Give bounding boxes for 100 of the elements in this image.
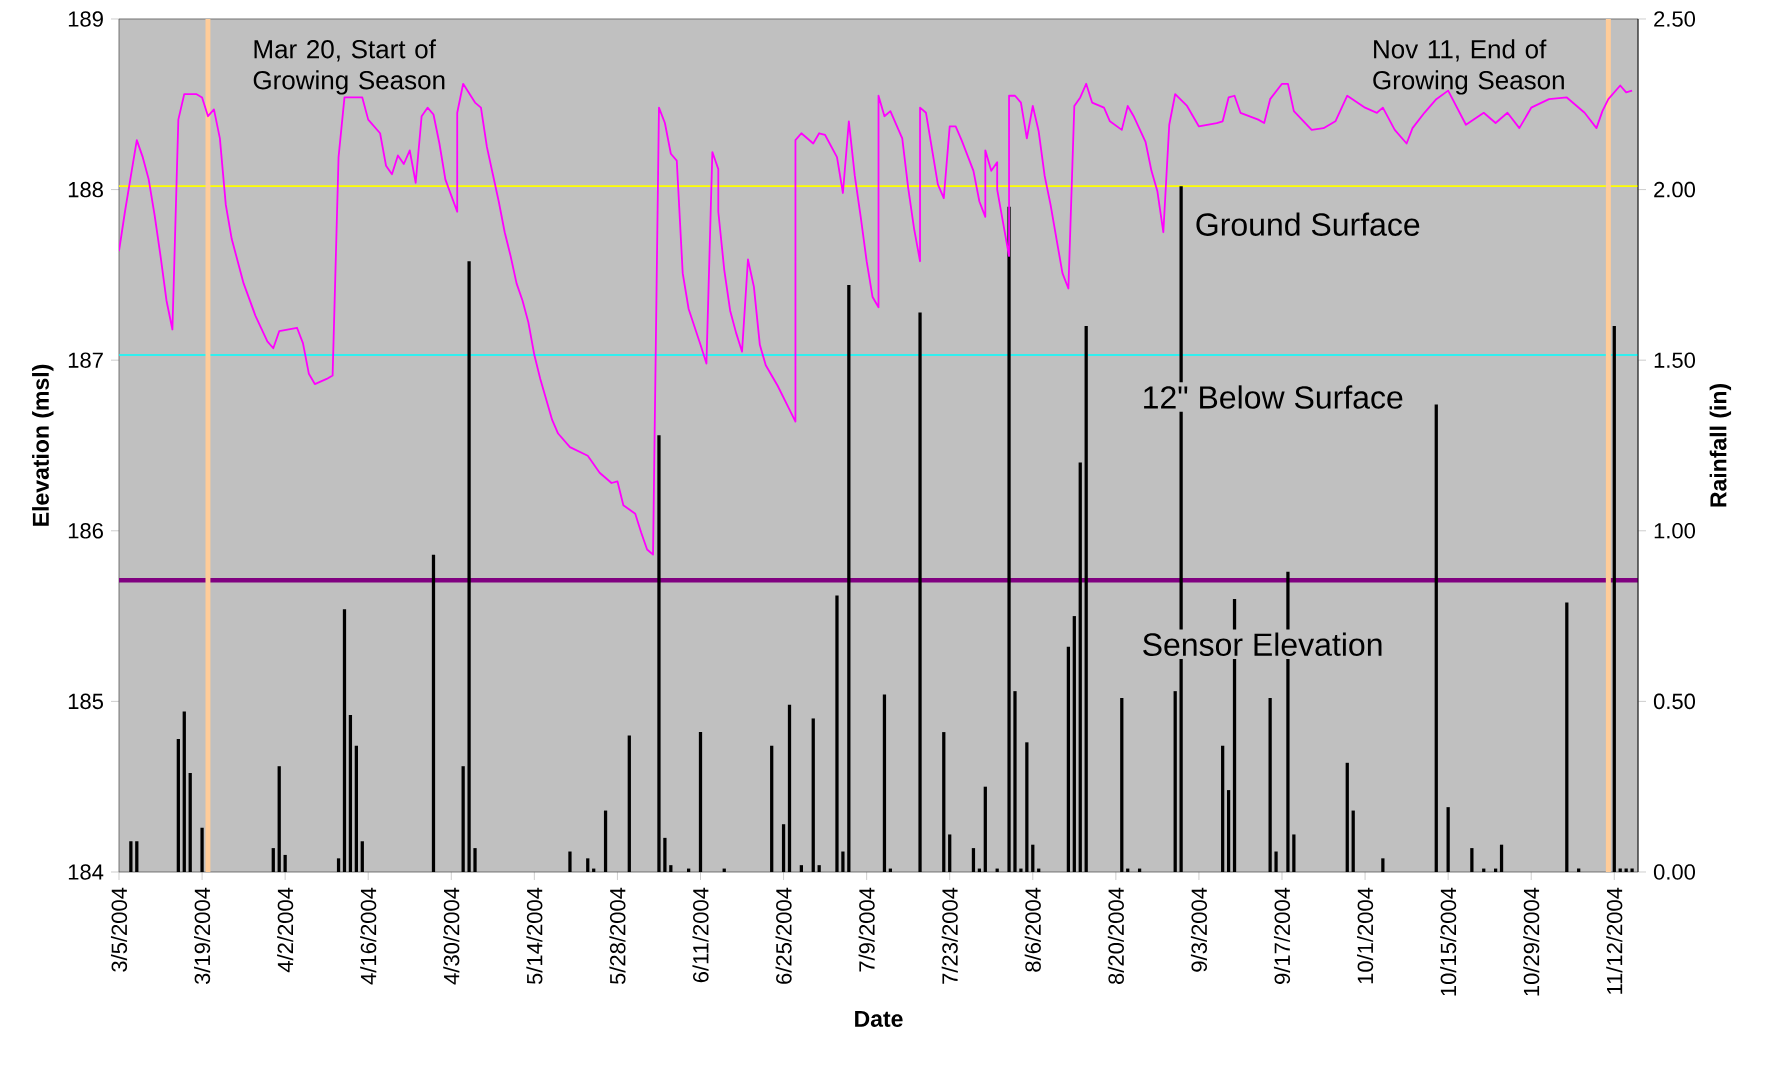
x-tick-label: 7/9/2004 <box>858 887 875 972</box>
x-tick-label: 4/30/2004 <box>443 887 460 985</box>
bar <box>669 865 673 872</box>
y2-tick-label: 2.50 <box>1654 11 1696 27</box>
x-tick-label: 4/2/2004 <box>277 887 294 973</box>
x-tick-label: 9/17/2004 <box>1273 887 1291 984</box>
x-tick-label: 3/19/2004 <box>194 887 211 985</box>
y2-tick-label: 0.00 <box>1653 864 1696 880</box>
x-tick-label: 6/25/2004 <box>775 887 792 984</box>
bar <box>360 841 364 872</box>
y2-tick-label: 1.00 <box>1654 523 1696 539</box>
bar <box>188 773 192 872</box>
x-axis-title: Date <box>855 1010 903 1027</box>
bar <box>918 312 922 872</box>
bar <box>817 865 821 872</box>
bar <box>787 704 792 872</box>
x-tick-label: 4/16/2004 <box>360 887 377 985</box>
x-tick-label: 10/15/2004 <box>1440 887 1457 996</box>
bar <box>1031 844 1035 872</box>
x-tick-label: 8/20/2004 <box>1107 887 1124 984</box>
bar <box>770 745 774 872</box>
ref-line-label: Sensor Elevation <box>1143 632 1382 656</box>
bar <box>1565 602 1569 872</box>
bar <box>1446 807 1450 872</box>
ref-line-label: Mar 20, Start of Growing Season <box>253 39 445 95</box>
y2-tick-label: 1.50 <box>1654 352 1696 368</box>
ref-line-label: Nov 11, End of Growing Season <box>1373 39 1564 95</box>
bar <box>811 718 815 872</box>
bar <box>1221 745 1225 872</box>
bar <box>781 824 786 872</box>
bar <box>348 715 353 872</box>
bar <box>135 841 139 872</box>
bar <box>1274 851 1278 872</box>
bar <box>603 810 608 872</box>
bar <box>467 261 471 872</box>
bar <box>1381 858 1385 872</box>
y-axis-title: Elevation (msl) <box>32 364 54 526</box>
bar <box>835 595 839 872</box>
ref-line-label: Ground Surface <box>1196 212 1420 236</box>
x-tick-label: 9/3/2004 <box>1190 887 1208 972</box>
bar <box>1066 646 1071 872</box>
bar <box>882 694 887 872</box>
bar <box>568 851 572 872</box>
y2-tick-label: 2.00 <box>1654 181 1696 198</box>
x-tick-label: 5/14/2004 <box>526 887 543 985</box>
bar <box>1612 326 1616 872</box>
bar <box>176 738 180 872</box>
bar <box>277 766 281 872</box>
x-tick-label: 6/11/2004 <box>692 887 709 983</box>
bar <box>431 554 436 872</box>
bar <box>586 858 590 872</box>
y-tick-label: 189 <box>68 11 103 27</box>
bar <box>1072 616 1076 872</box>
bar <box>1013 691 1017 872</box>
y-tick-label: 186 <box>68 523 103 539</box>
x-tick-label: 10/29/2004 <box>1523 887 1540 996</box>
bar <box>663 837 667 872</box>
bar <box>847 285 851 872</box>
bar <box>283 854 287 872</box>
y-tick-label: 185 <box>68 693 103 710</box>
bar <box>1019 868 1023 872</box>
bar <box>342 609 347 872</box>
bar <box>1226 790 1231 872</box>
x-tick-label: 5/28/2004 <box>609 887 626 985</box>
bar <box>841 851 845 872</box>
x-tick-label: 11/12/2004 <box>1606 887 1623 994</box>
y2-tick-label: 0.50 <box>1653 693 1696 710</box>
bar <box>1345 762 1349 872</box>
bar <box>473 848 477 872</box>
bar <box>1078 462 1082 872</box>
y-tick-label: 187 <box>68 352 103 368</box>
bar <box>271 848 275 872</box>
bar <box>461 766 465 872</box>
x-tick-label: 3/5/2004 <box>110 887 128 972</box>
bar <box>1292 834 1296 872</box>
bar <box>1173 691 1177 872</box>
bar <box>971 848 976 872</box>
bar <box>1434 404 1438 872</box>
bar <box>1025 742 1029 872</box>
bar <box>200 827 204 872</box>
y-tick-label: 184 <box>68 864 104 880</box>
bar <box>1470 848 1474 872</box>
bar <box>1499 844 1504 872</box>
bar <box>1120 697 1124 872</box>
bar <box>129 841 133 872</box>
bar <box>1084 326 1088 872</box>
x-tick-label: 7/23/2004 <box>941 887 958 984</box>
bar <box>336 858 341 872</box>
bar <box>983 786 987 872</box>
y-tick-label: 188 <box>68 181 103 198</box>
bar <box>1630 868 1634 872</box>
bar <box>627 735 631 872</box>
y2-axis-title: Rainfall (in) <box>1709 384 1732 507</box>
bar <box>354 745 358 872</box>
bar <box>799 865 804 872</box>
bar <box>1007 206 1011 872</box>
bar <box>657 435 661 872</box>
bar <box>948 834 952 872</box>
bar <box>698 732 703 872</box>
bar <box>1351 810 1355 872</box>
